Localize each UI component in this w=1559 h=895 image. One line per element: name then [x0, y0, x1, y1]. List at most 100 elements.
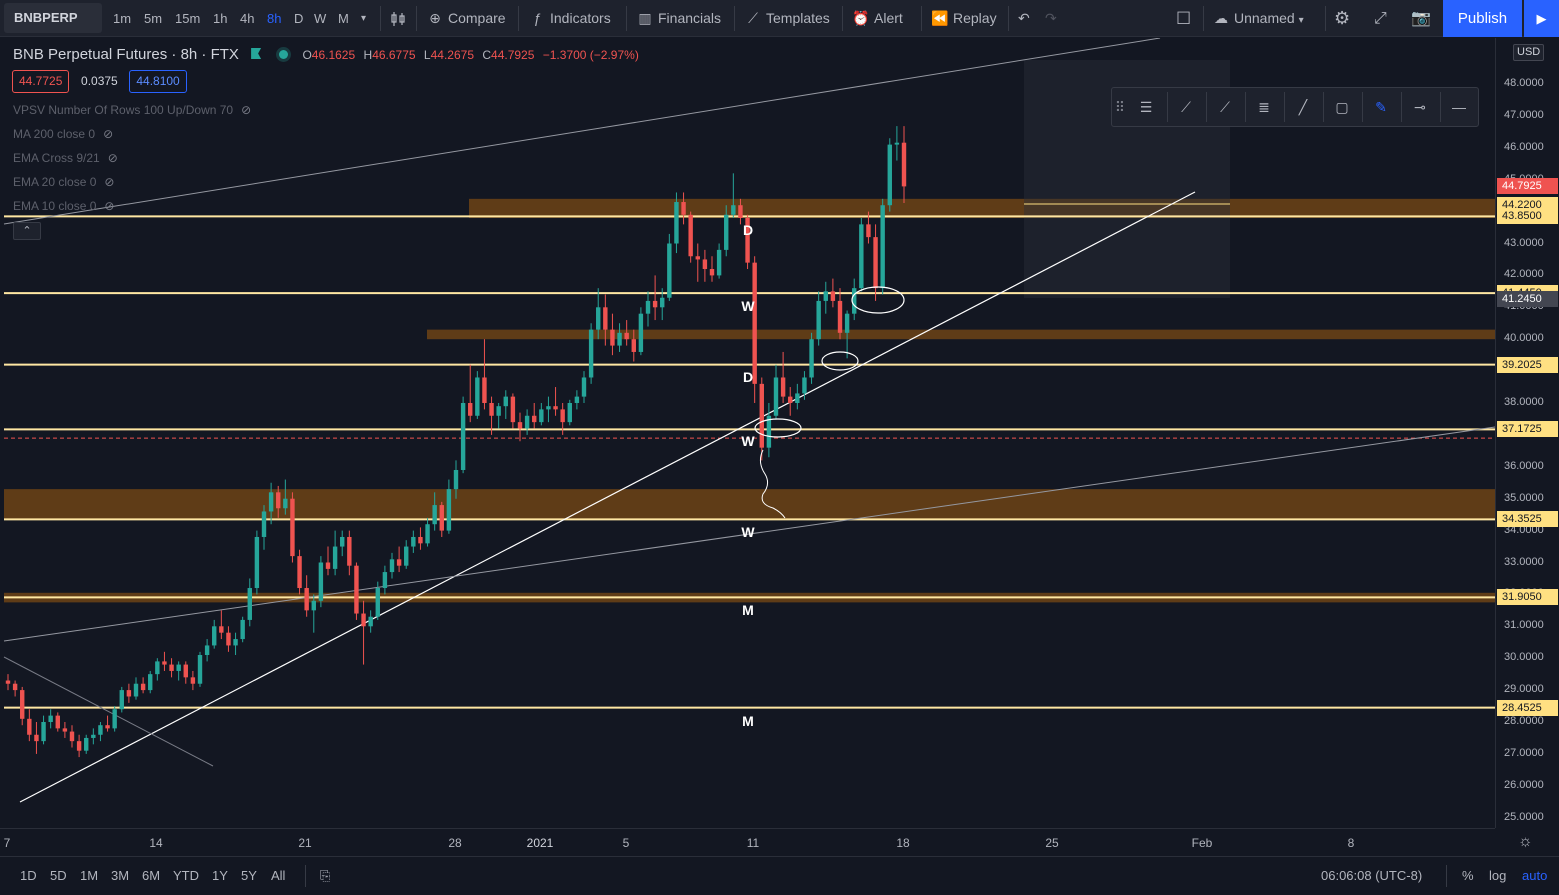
indicator-ema-cross[interactable]: EMA Cross 9/21 ⊘ [13, 151, 118, 165]
timeframe-m[interactable]: M [338, 11, 349, 26]
fullscreen-icon[interactable]: ⤢ [1374, 10, 1387, 27]
percent-toggle[interactable]: % [1462, 868, 1474, 883]
timeframe-w[interactable]: W [314, 11, 327, 26]
redo-icon[interactable]: ↷ [1045, 10, 1057, 26]
price-axis[interactable]: 48.000047.000046.000045.000044.000043.00… [1495, 38, 1559, 828]
alert-button[interactable]: ⏰ Alert [852, 0, 903, 37]
replay-button[interactable]: ⏪ Replay [931, 0, 996, 37]
rectangle-icon[interactable]: ▢ [1335, 99, 1349, 115]
indicator-ma200[interactable]: MA 200 close 0 ⊘ [13, 127, 113, 141]
eye-hidden-icon[interactable]: ⊘ [103, 127, 114, 141]
eye-hidden-icon[interactable]: ⊘ [241, 103, 252, 117]
range-6m[interactable]: 6M [142, 868, 161, 883]
layout-name-button[interactable]: ☁ Unnamed ▾ [1212, 0, 1304, 37]
price-level-label: 43.8500 [1497, 208, 1558, 225]
compare-button[interactable]: ⊕ Compare [426, 0, 506, 37]
candle-body [212, 626, 217, 646]
range-5y[interactable]: 5Y [241, 868, 257, 883]
spread-value: 0.0375 [81, 74, 118, 88]
time-tick-label: 2021 [526, 836, 554, 850]
horizontal-ray-icon[interactable]: ⊸ [1414, 99, 1426, 115]
auto-toggle[interactable]: auto [1522, 868, 1548, 883]
bid-ask-chips: 44.7725 0.0375 44.8100 [12, 70, 189, 94]
collapse-legend-button[interactable]: ⌃ [13, 222, 41, 240]
layout-square-icon[interactable]: ☐ [1176, 9, 1192, 28]
timeframe-1h[interactable]: 1h [213, 11, 228, 26]
last-price-label: 44.7925 [1497, 178, 1558, 195]
trend-angle-icon[interactable]: ⟋ [1181, 99, 1191, 115]
chart-area[interactable]: D W D W W M M [0, 38, 1495, 828]
range-1y[interactable]: 1Y [212, 868, 228, 883]
trendline-icon[interactable]: ╱ [1298, 99, 1308, 115]
range-3m[interactable]: 3M [111, 868, 130, 883]
indicators-button[interactable]: ƒ Indicators [528, 0, 611, 37]
indicator-vpsv[interactable]: VPSV Number Of Rows 100 Up/Down 70 ⊘ [13, 103, 251, 117]
timeframe-5m[interactable]: 5m [144, 11, 163, 26]
sell-price[interactable]: 44.7725 [12, 70, 70, 93]
price-tick-label: 30.0000 [1504, 651, 1544, 664]
log-toggle[interactable]: log [1489, 868, 1507, 883]
date-range-icon[interactable]: ⎘ [320, 868, 331, 883]
price-tick-label: 29.0000 [1504, 683, 1544, 696]
gear-icon[interactable]: ☼ [1518, 833, 1533, 850]
indicator-ema20[interactable]: EMA 20 close 0 ⊘ [13, 175, 114, 189]
range-ytd[interactable]: YTD [173, 868, 199, 883]
eye-hidden-icon[interactable]: ⊘ [104, 175, 115, 189]
currency-badge[interactable]: USD [1513, 44, 1545, 61]
open-label: O [302, 48, 312, 62]
candle-body [148, 674, 153, 691]
range-all[interactable]: All [271, 868, 286, 883]
divider [1284, 92, 1285, 122]
trendline [3, 426, 1495, 642]
chevron-down-icon: ▾ [1298, 15, 1304, 26]
compare-label: Compare [448, 10, 506, 26]
gear-icon[interactable]: ⚙ [1334, 8, 1351, 28]
symbol-search[interactable]: BNBPERP [4, 3, 102, 33]
candle-body [688, 214, 693, 257]
undo-icon[interactable]: ↶ [1018, 10, 1030, 26]
pitchfork-icon[interactable]: ☰ [1139, 99, 1153, 115]
candles-icon[interactable] [389, 0, 407, 37]
candle-body [859, 224, 864, 289]
candle-body [176, 664, 181, 671]
candle-body [617, 332, 622, 346]
buy-price[interactable]: 44.8100 [129, 70, 187, 93]
financials-button[interactable]: ▥ Financials [636, 0, 721, 37]
highlight-ellipse [821, 351, 859, 371]
candle-body [788, 396, 793, 403]
fib-retracement-icon[interactable]: ≣ [1258, 99, 1270, 115]
timeframe-15m[interactable]: 15m [175, 11, 201, 26]
candle-body [425, 524, 430, 544]
candle-body [468, 403, 473, 416]
time-axis[interactable]: 7 14 21 28 2021 5 11 18 25 Feb 8 [0, 828, 1495, 856]
clock-readout[interactable]: 06:06:08 (UTC-8) [1321, 868, 1423, 883]
timeframe-8h[interactable]: 8h [267, 11, 282, 26]
horizontal-line-icon[interactable]: — [1452, 99, 1466, 115]
annotation-label: M [742, 602, 754, 618]
eye-hidden-icon[interactable]: ⊘ [107, 151, 118, 165]
range-5d[interactable]: 5D [50, 868, 67, 883]
range-1m[interactable]: 1M [80, 868, 99, 883]
candle-body [226, 632, 231, 646]
camera-icon[interactable]: 📷 [1411, 10, 1431, 27]
chevron-down-icon[interactable]: ▾ [361, 13, 367, 24]
timeframe-d[interactable]: D [294, 11, 304, 26]
templates-button[interactable]: ⟋ Templates [744, 0, 830, 37]
play-circle-icon[interactable]: ▶ [1524, 0, 1559, 37]
range-1d[interactable]: 1D [20, 868, 37, 883]
time-tick-label: 5 [622, 836, 630, 850]
ray-icon[interactable]: ⟋ [1220, 99, 1230, 115]
candlestick-chart[interactable]: D W D W W M M [0, 38, 1495, 828]
timeframe-4h[interactable]: 4h [240, 11, 255, 26]
candle-body [731, 205, 736, 215]
divider [842, 6, 843, 31]
brush-icon[interactable]: ✎ [1375, 99, 1387, 115]
eye-hidden-icon[interactable]: ⊘ [104, 199, 115, 213]
candle-body [119, 690, 124, 710]
drag-handle-icon[interactable]: ⠿ [1114, 99, 1126, 115]
publish-button[interactable]: Publish [1443, 0, 1522, 37]
annotation-label: M [742, 713, 754, 729]
price-tick-label: 46.0000 [1504, 140, 1544, 153]
timeframe-1m[interactable]: 1m [113, 11, 132, 26]
indicator-ema10[interactable]: EMA 10 close 0 ⊘ [13, 199, 114, 213]
